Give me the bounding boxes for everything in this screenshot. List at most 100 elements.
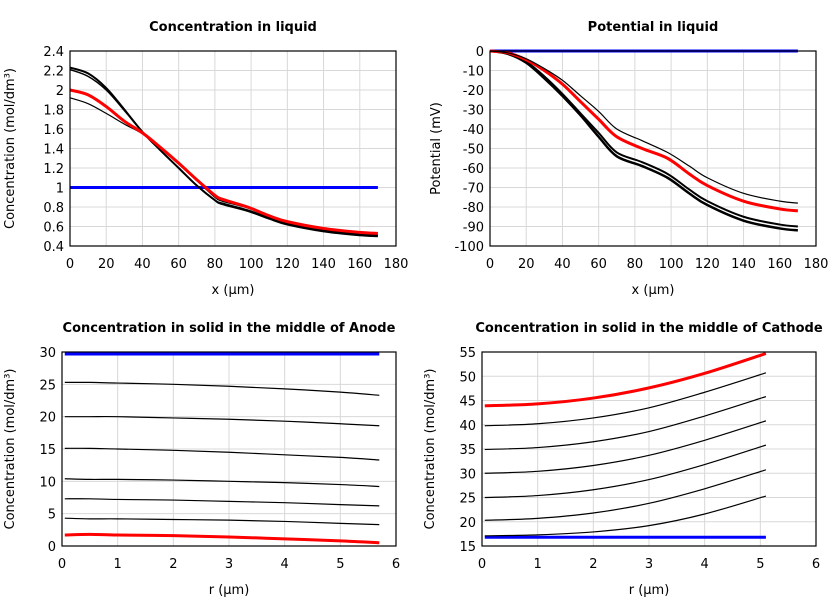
series-line-3 [69,97,378,235]
y-tick-label: 0.8 [43,201,64,216]
y-tick-label: 20 [39,411,56,426]
x-tick-label: 20 [98,257,115,272]
series-line-6 [484,372,767,427]
y-tick-label: 1.8 [43,104,64,119]
x-axis-label: r (µm) [629,583,670,598]
x-tick-label: 140 [731,257,756,272]
x-tick-label: 60 [170,257,187,272]
x-tick-label: 40 [554,257,571,272]
series-line-2 [489,50,798,228]
y-tick-label: 20 [459,516,476,531]
series-line-2 [69,68,378,237]
y-tick-label: 0 [476,45,484,60]
subplot-2: 0 1 2 3 4 5 6 0 5 10 15 20 25 30 Concentration in soli… [3,321,400,598]
x-tick-label: 100 [239,257,264,272]
subplot-1: 0 20 40 60 80 100 120 140 160 180-100-90-80-70-60… [429,20,828,298]
y-tick-label: -60 [463,162,484,177]
x-tick-label: 0 [66,257,74,272]
series-line-2 [484,469,767,521]
series-line-5 [64,498,380,507]
y-tick-label: 1.6 [43,123,64,138]
series-line-3 [484,444,767,499]
subplot-title: Concentration in liquid [149,20,317,35]
series-line-4 [69,88,378,235]
series-line-4 [484,420,767,474]
x-tick-label: 3 [225,557,233,572]
x-tick-label: 0 [486,257,494,272]
y-tick-label: 30 [459,467,476,482]
y-tick-label: -80 [463,201,484,216]
y-tick-label: -10 [463,65,484,80]
x-tick-label: 1 [534,557,542,572]
x-axis-label: r (µm) [209,583,250,598]
series-line-1 [484,495,767,537]
y-axis-label: Concentration (mol/dm³) [3,68,18,229]
y-tick-label: 25 [39,378,56,393]
series-line-7 [484,352,767,408]
plot-frame [489,50,817,247]
x-tick-label: 0 [478,557,486,572]
y-tick-label: -70 [463,182,484,197]
y-axis-label: Concentration (mol/dm³) [3,369,18,530]
x-tick-label: 2 [589,557,597,572]
y-tick-label: 5 [48,508,56,523]
x-tick-label: 160 [767,257,792,272]
x-tick-label: 4 [701,557,709,572]
y-tick-label: 1 [56,182,64,197]
x-tick-label: 3 [645,557,653,572]
series-line-3 [64,447,380,461]
y-tick-label: -50 [463,143,484,158]
y-tick-label: 40 [459,419,476,434]
plot-frame [481,351,817,547]
y-tick-label: 10 [39,475,56,490]
subplot-title: Potential in liquid [588,20,719,35]
x-tick-label: 6 [812,557,820,572]
x-tick-label: 20 [518,257,535,272]
y-tick-label: 2.4 [43,45,64,60]
subplot-title: Concentration in solid in the middle of … [475,321,823,336]
x-tick-label: 0 [58,557,66,572]
series-line-4 [489,50,798,204]
x-tick-label: 60 [590,257,607,272]
x-tick-label: 40 [134,257,151,272]
x-tick-label: 120 [275,257,300,272]
plot-frame [61,351,397,547]
x-tick-label: 120 [695,257,720,272]
plot-frame [69,50,397,247]
series-line-2 [64,415,380,427]
x-tick-label: 6 [392,557,400,572]
series-line-1 [69,66,378,238]
series-line-4 [64,478,380,488]
x-tick-label: 140 [311,257,336,272]
x-tick-label: 180 [384,257,409,272]
y-tick-label: 35 [459,443,476,458]
series-line-7 [64,532,380,545]
x-tick-label: 2 [169,557,177,572]
y-tick-label: 30 [39,346,56,361]
y-tick-label: 45 [459,395,476,410]
x-axis-label: x (µm) [212,283,255,298]
y-tick-label: -30 [463,104,484,119]
y-tick-label: 25 [459,492,476,507]
y-axis-label: Concentration (mol/dm³) [423,369,438,530]
x-tick-label: 80 [207,257,224,272]
x-tick-label: 4 [281,557,289,572]
x-tick-label: 100 [659,257,684,272]
series-line-1 [64,381,380,396]
x-axis-label: x (µm) [632,283,675,298]
y-tick-label: 1.2 [43,162,64,177]
y-axis-label: Potential (mV) [429,102,444,195]
y-tick-label: 0 [48,540,56,555]
x-tick-label: 1 [114,557,122,572]
y-tick-label: -20 [463,84,484,99]
subplot-0: 0 20 40 60 80 100 120 140 160 180 0.4 0.6 0.8 1 1.2 1.4… [3,20,408,298]
y-tick-label: 1.4 [43,143,64,158]
y-tick-label: 15 [39,443,56,458]
y-tick-label: 2 [56,84,64,99]
x-tick-label: 180 [804,257,829,272]
series-line-3 [489,49,799,213]
series-line-5 [484,396,767,451]
y-tick-label: 50 [459,370,476,385]
